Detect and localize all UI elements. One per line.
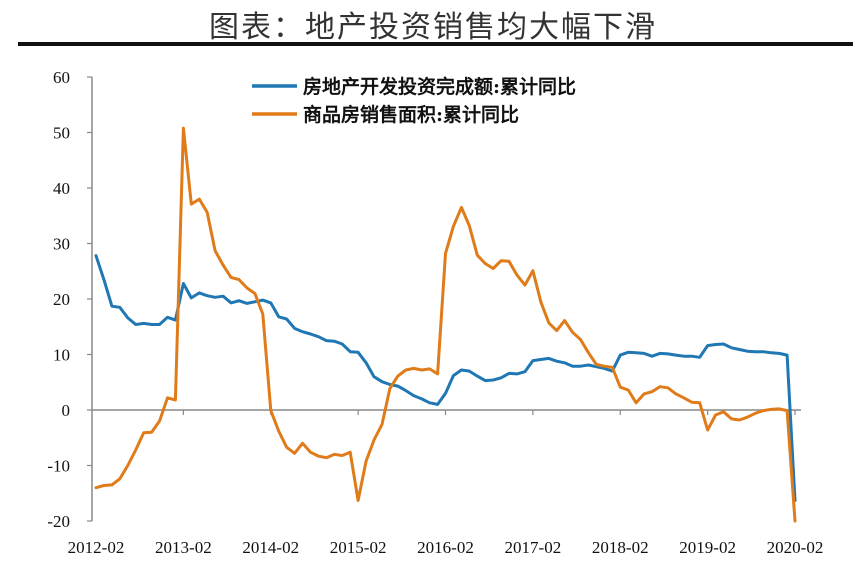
y-tick-label: 40	[53, 179, 70, 198]
y-tick-label: -20	[47, 512, 70, 531]
series-line-2	[94, 126, 797, 523]
title-underline	[18, 42, 853, 46]
x-tick-label: 2019-02	[679, 538, 736, 557]
x-tick-label: 2016-02	[417, 538, 474, 557]
series-line-1	[94, 254, 797, 502]
x-tick-label: 2013-02	[155, 538, 212, 557]
x-tick-label: 2014-02	[242, 538, 299, 557]
y-tick-label: 0	[62, 401, 71, 420]
legend-label: 商品房销售面积:累计同比	[303, 103, 519, 126]
chart-title: 图表：地产投资销售均大幅下滑	[209, 10, 657, 45]
y-tick-label: 60	[53, 68, 70, 87]
y-tick-label: 50	[53, 124, 70, 143]
y-tick-label: 10	[53, 346, 70, 365]
legend-label: 房地产开发投资完成额:累计同比	[303, 75, 576, 98]
x-tick-label: 2018-02	[592, 538, 649, 557]
x-tick-label: 2012-02	[68, 538, 125, 557]
y-tick-label: 30	[53, 235, 70, 254]
x-tick-label: 2020-02	[767, 538, 824, 557]
y-tick-label: -10	[47, 457, 70, 476]
y-tick-label: 20	[53, 290, 70, 309]
x-tick-label: 2017-02	[505, 538, 562, 557]
x-tick-label: 2015-02	[330, 538, 387, 557]
